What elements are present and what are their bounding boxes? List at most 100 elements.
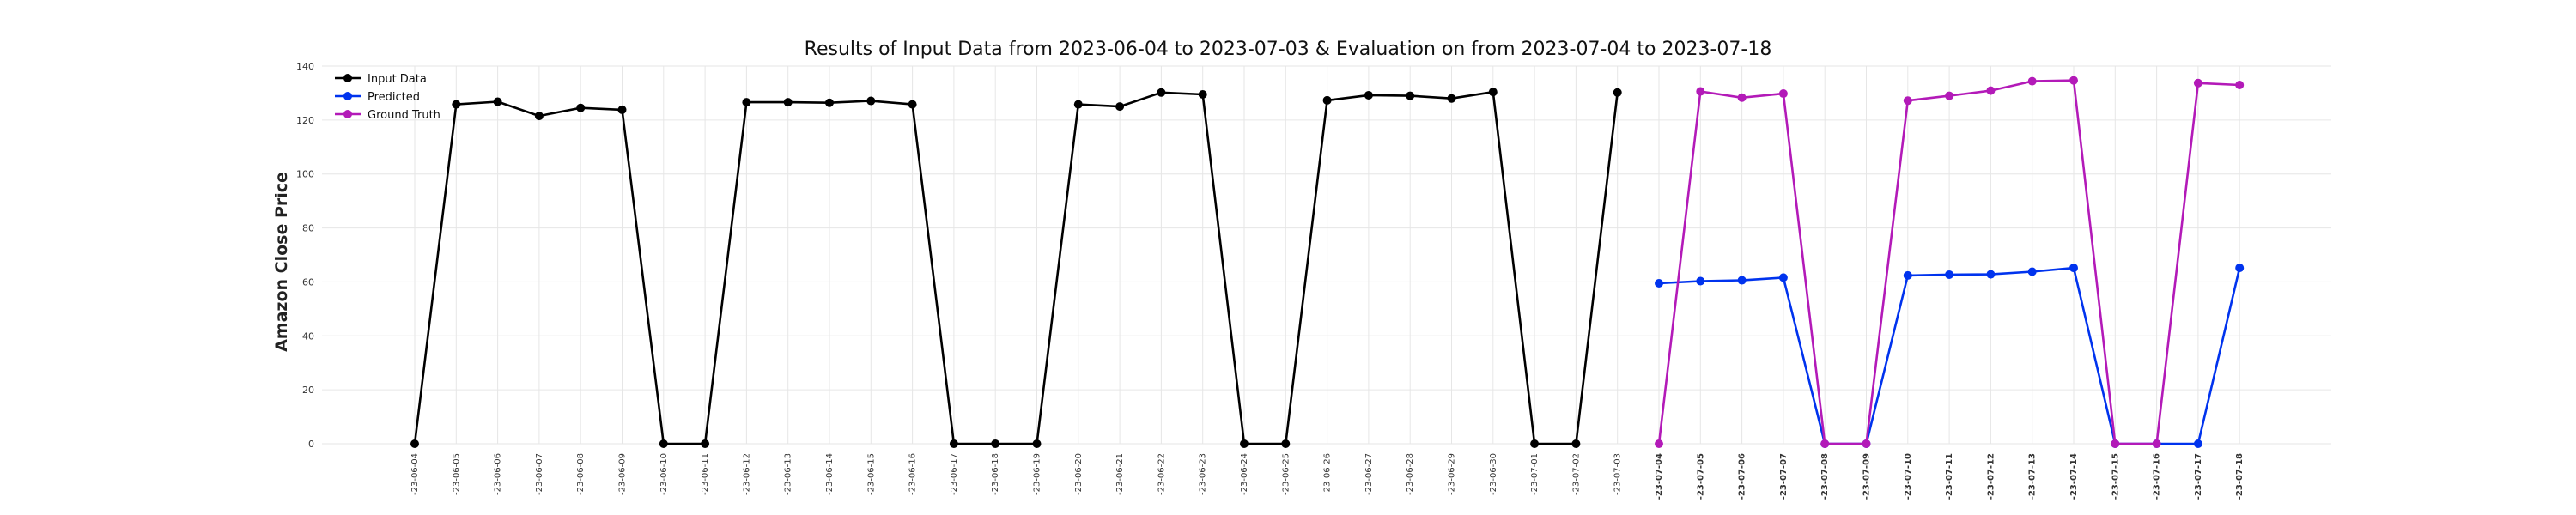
- data-point: [866, 96, 876, 106]
- x-tick-label: -23-06-24: [1240, 453, 1249, 495]
- data-point: [2111, 439, 2120, 448]
- legend-label: Input Data: [368, 73, 427, 86]
- x-tick-label: -23-06-28: [1406, 453, 1415, 495]
- x-tick-label: -23-06-14: [825, 453, 835, 495]
- data-point: [1488, 88, 1498, 97]
- data-point: [1945, 91, 1954, 100]
- data-point: [2027, 76, 2037, 86]
- data-point: [2235, 264, 2245, 273]
- data-point: [825, 98, 834, 107]
- x-tick-label: -23-06-10: [659, 453, 669, 495]
- x-tick-label: -23-06-05: [452, 453, 461, 495]
- y-axis-ticks: 0 20 40 60 80 100 120 140: [296, 61, 314, 450]
- data-point: [2069, 264, 2078, 273]
- data-point: [1986, 86, 1996, 95]
- data-point: [1945, 270, 1954, 279]
- x-tick-label: -23-06-04: [410, 453, 420, 495]
- legend-marker: [343, 74, 352, 82]
- legend-item: Ground Truth: [335, 109, 440, 122]
- data-point: [949, 439, 958, 448]
- data-point: [1406, 91, 1415, 100]
- data-point: [1032, 439, 1042, 448]
- data-point: [1613, 88, 1622, 97]
- data-point: [2235, 81, 2245, 89]
- legend-label: Ground Truth: [368, 109, 440, 122]
- y-tick-label: 80: [302, 223, 314, 234]
- data-point: [2152, 439, 2161, 448]
- data-point: [493, 97, 502, 106]
- x-tick-label: -23-06-30: [1489, 453, 1498, 495]
- data-point: [2193, 78, 2202, 88]
- y-tick-label: 120: [296, 115, 314, 126]
- y-tick-label: 0: [308, 439, 314, 450]
- series-lines: [410, 76, 2245, 448]
- x-tick-label: -23-07-03: [1613, 453, 1623, 495]
- y-tick-label: 20: [302, 385, 314, 396]
- x-tick-label: -23-06-11: [701, 453, 710, 495]
- x-tick-label: -23-07-10: [1904, 453, 1913, 500]
- data-point: [534, 112, 544, 121]
- data-point: [1655, 279, 1663, 288]
- legend: Input Data Predicted Ground Truth: [335, 73, 440, 122]
- data-point: [1862, 439, 1871, 448]
- x-tick-label: -23-06-09: [618, 453, 628, 495]
- data-point: [1778, 89, 1788, 99]
- data-point: [1157, 88, 1166, 97]
- x-tick-label: -23-06-17: [950, 453, 959, 495]
- data-point: [1530, 439, 1540, 448]
- x-tick-label: -23-07-15: [2111, 453, 2120, 500]
- data-point: [576, 103, 586, 112]
- data-point: [2193, 439, 2202, 448]
- x-tick-label: -23-07-12: [1986, 453, 1996, 500]
- data-point: [1778, 273, 1788, 282]
- x-tick-label: -23-06-21: [1115, 453, 1125, 495]
- x-tick-label: -23-07-14: [2069, 453, 2079, 500]
- data-point: [2069, 76, 2078, 85]
- x-tick-label: -23-07-16: [2153, 453, 2162, 500]
- x-tick-label: -23-06-07: [535, 453, 544, 495]
- x-tick-label: -23-06-08: [576, 453, 586, 495]
- data-point: [1696, 276, 1705, 286]
- data-point: [1115, 102, 1125, 112]
- data-point: [1737, 93, 1747, 102]
- y-tick-label: 140: [296, 61, 314, 72]
- legend-label: Predicted: [368, 91, 420, 104]
- x-tick-label: -23-06-23: [1199, 453, 1208, 495]
- data-point: [452, 100, 461, 109]
- data-point: [1903, 270, 1912, 280]
- y-tick-label: 100: [296, 169, 314, 180]
- data-point: [1571, 439, 1581, 448]
- series-input-data: [410, 88, 1622, 448]
- legend-marker: [343, 92, 352, 100]
- data-point: [1903, 96, 1912, 106]
- data-point: [659, 439, 668, 448]
- data-point: [1281, 439, 1291, 448]
- data-point: [1737, 276, 1747, 285]
- data-point: [1364, 90, 1373, 100]
- legend-marker: [343, 110, 352, 118]
- data-point: [701, 439, 710, 448]
- x-tick-label: -23-06-27: [1364, 453, 1374, 495]
- x-tick-label: -23-07-13: [2028, 453, 2038, 500]
- x-tick-label: -23-07-11: [1945, 453, 1954, 500]
- x-axis-ticks: -23-06-04 -23-06-05 -23-06-06 -23-06-07 -23-…: [410, 453, 2245, 500]
- x-tick-label: -23-06-15: [866, 453, 876, 495]
- y-axis-label: Amazon Close Price: [272, 172, 291, 352]
- data-point: [1655, 439, 1663, 448]
- data-point: [991, 439, 1000, 448]
- x-tick-label: -23-06-12: [742, 453, 751, 495]
- x-tick-label: -23-07-01: [1530, 453, 1540, 495]
- x-tick-label: -23-06-06: [494, 453, 503, 495]
- x-tick-label: -23-06-19: [1033, 453, 1042, 495]
- data-point: [1322, 95, 1332, 105]
- x-tick-label: -23-06-16: [908, 453, 918, 495]
- x-tick-label: -23-07-07: [1779, 453, 1789, 500]
- x-tick-label: -23-07-06: [1738, 453, 1747, 500]
- legend-item: Predicted: [335, 91, 420, 104]
- x-tick-label: -23-06-18: [991, 453, 1000, 495]
- x-tick-label: -23-06-26: [1323, 453, 1333, 495]
- data-point: [1198, 90, 1207, 99]
- data-point: [742, 98, 751, 107]
- y-tick-label: 40: [302, 330, 314, 342]
